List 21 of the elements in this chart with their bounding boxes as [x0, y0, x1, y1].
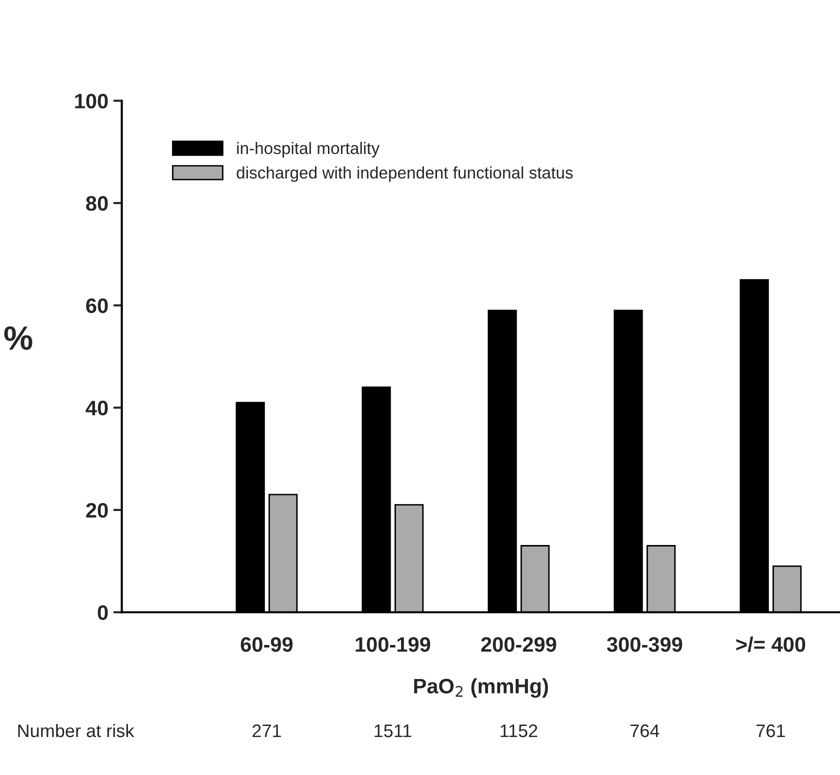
x-tick-label: 100-199 — [356, 637, 430, 652]
y-tick-label: 20 — [86, 502, 108, 518]
text: 761 — [756, 724, 785, 738]
y-tick-label: 80 — [86, 196, 108, 211]
x-tick-label: 200-299 — [481, 637, 556, 652]
x-axis-title: PaO$_{2}$ (mmHg) — [414, 678, 548, 698]
text: 1511 — [374, 724, 412, 738]
x-tick-label: >/= 400 — [736, 636, 806, 652]
y-tick-label: 100 — [75, 94, 108, 109]
text: 764 — [630, 724, 660, 738]
y-tick-label: 0 — [98, 605, 108, 620]
text: Number at risk — [18, 724, 134, 738]
text: 1152 — [500, 724, 538, 738]
x-tick-label: 300-399 — [606, 637, 682, 652]
y-tick-label: 60 — [86, 298, 108, 314]
legend-label: discharged with independent functional status — [236, 166, 573, 182]
y-tick-label: 40 — [86, 400, 108, 416]
y-axis-title: % — [4, 326, 32, 350]
legend-label: in-hospital mortality — [237, 142, 380, 158]
x-tick-label: 60-99 — [240, 637, 293, 652]
text: 271 — [252, 724, 281, 738]
